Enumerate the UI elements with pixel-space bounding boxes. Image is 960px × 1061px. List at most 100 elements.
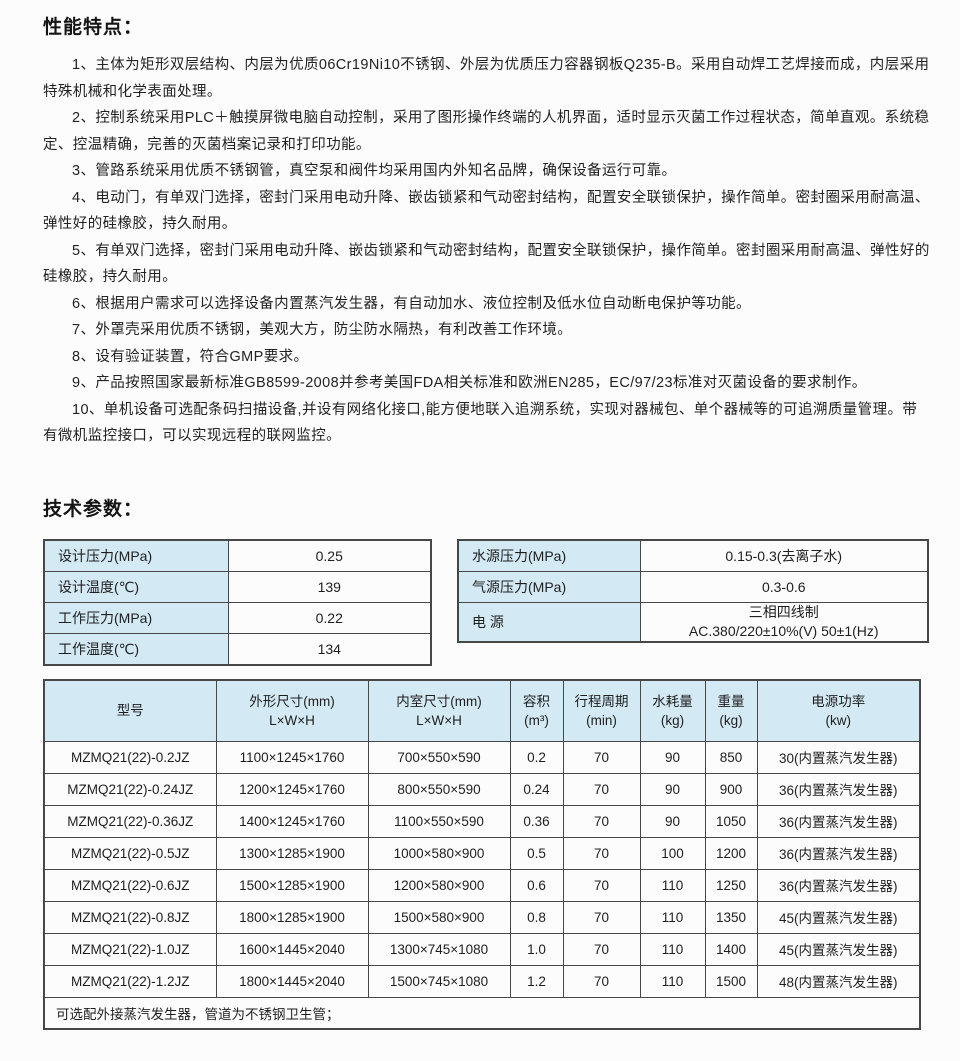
- spec-row-working-pressure: 工作压力(MPa) 0.22: [43, 601, 432, 634]
- model-cell: 1300×745×1080: [367, 932, 511, 966]
- model-row: MZMQ21(22)-0.36JZ 1400×1245×1760 1100×550×…: [43, 804, 921, 838]
- model-cell: 70: [562, 772, 641, 806]
- col-header-power: 电源功率 (kw): [756, 679, 921, 742]
- col-header-cycle-time: 行程周期 (min): [562, 679, 641, 742]
- spec-label: 水源压力(MPa): [457, 539, 641, 572]
- model-row: MZMQ21(22)-0.6JZ 1500×1285×1900 1200×580×9…: [43, 868, 921, 902]
- model-cell: 1400: [704, 932, 758, 966]
- col-header-weight: 重量 (kg): [704, 679, 758, 742]
- model-row: MZMQ21(22)-0.8JZ 1800×1285×1900 1500×580×9…: [43, 900, 921, 934]
- model-cell: 700×550×590: [367, 740, 511, 774]
- model-cell: 900: [704, 772, 758, 806]
- model-cell: 1250: [704, 868, 758, 902]
- section-title-specs: 技术参数：: [43, 498, 144, 520]
- model-cell: 110: [639, 932, 706, 966]
- model-cell: 1000×580×900: [367, 836, 511, 870]
- spec-value: 0.3-0.6: [639, 570, 929, 603]
- model-cell: MZMQ21(22)-1.2JZ: [43, 964, 217, 998]
- model-row: MZMQ21(22)-0.2JZ 1100×1245×1760 700×550×59…: [43, 740, 921, 774]
- models-table-header: 型号 外形尺寸(mm) L×W×H 内室尺寸(mm) L×W×H 容积 (m³)…: [43, 679, 921, 742]
- spec-row-air-pressure: 气源压力(MPa) 0.3-0.6: [457, 570, 929, 603]
- model-cell: MZMQ21(22)-0.8JZ: [43, 900, 217, 934]
- model-cell: 800×550×590: [367, 772, 511, 806]
- model-cell: 70: [562, 836, 641, 870]
- model-cell: MZMQ21(22)-0.5JZ: [43, 836, 217, 870]
- model-cell: 1200: [704, 836, 758, 870]
- col-header-water-usage: 水耗量 (kg): [639, 679, 706, 742]
- model-cell: 0.5: [509, 836, 564, 870]
- feature-item-2: 2、控制系统采用PLC＋触摸屏微电脑自动控制，采用了图形操作终端的人机界面，适时…: [43, 110, 930, 153]
- feature-item-3: 3、管路系统采用优质不锈钢管，真空泵和阀件均采用国内外知名品牌，确保设备运行可靠…: [72, 163, 677, 179]
- spec-value: 139: [227, 570, 432, 603]
- models-table: 型号 外形尺寸(mm) L×W×H 内室尺寸(mm) L×W×H 容积 (m³)…: [43, 678, 921, 1030]
- spec-table-right: 水源压力(MPa) 0.15-0.3(去离子水) 气源压力(MPa) 0.3-0…: [457, 538, 929, 643]
- section-title-features: 性能特点：: [43, 17, 144, 38]
- model-cell: 36(内置蒸汽发生器): [756, 772, 921, 806]
- models-table-footer: 可选配外接蒸汽发生器，管道为不锈钢卫生管；: [43, 996, 921, 1029]
- model-cell: 1800×1285×1900: [215, 900, 369, 934]
- spec-row-power-supply: 电 源 三相四线制 AC.380/220±10%(V) 50±1(Hz): [457, 601, 929, 642]
- model-row: MZMQ21(22)-0.5JZ 1300×1285×1900 1000×580×9…: [43, 836, 921, 870]
- model-cell: 70: [562, 964, 641, 998]
- model-cell: 1600×1445×2040: [215, 932, 369, 966]
- model-cell: 48(内置蒸汽发生器): [756, 964, 921, 998]
- model-cell: MZMQ21(22)-0.36JZ: [43, 804, 217, 838]
- model-cell: MZMQ21(22)-1.0JZ: [43, 932, 217, 966]
- models-table-body: MZMQ21(22)-0.2JZ 1100×1245×1760 700×550×59…: [43, 740, 921, 998]
- spec-value: 三相四线制 AC.380/220±10%(V) 50±1(Hz): [639, 601, 929, 642]
- model-row: MZMQ21(22)-0.24JZ 1200×1245×1760 800×550×5…: [43, 772, 921, 806]
- spec-value: 0.25: [227, 539, 432, 572]
- feature-item-1: 1、主体为矩形双层结构、内层为优质06Cr19Ni10不锈钢、外层为优质压力容器…: [43, 57, 930, 100]
- spec-tables: 设计压力(MPa) 0.25 设计温度(℃) 139 工作压力(MPa) 0.2…: [43, 538, 930, 666]
- model-cell: 110: [639, 900, 706, 934]
- feature-item-4: 4、电动门，有单双门选择，密封门采用电动升降、嵌齿锁紧和气动密封结构，配置安全联…: [43, 189, 930, 233]
- col-header-outer-size: 外形尺寸(mm) L×W×H: [215, 679, 369, 742]
- model-cell: 90: [639, 804, 706, 838]
- model-cell: 1500: [704, 964, 758, 998]
- model-cell: 1800×1445×2040: [215, 964, 369, 998]
- model-cell: 36(内置蒸汽发生器): [756, 804, 921, 838]
- spec-row-design-temp: 设计温度(℃) 139: [43, 570, 432, 603]
- model-cell: 1300×1285×1900: [215, 836, 369, 870]
- model-cell: 45(内置蒸汽发生器): [756, 900, 921, 934]
- model-cell: 36(内置蒸汽发生器): [756, 868, 921, 902]
- features-list: 1、主体为矩形双层结构、内层为优质06Cr19Ni10不锈钢、外层为优质压力容器…: [43, 52, 930, 450]
- spec-label: 气源压力(MPa): [457, 570, 641, 603]
- model-cell: 70: [562, 740, 641, 774]
- feature-item-6: 6、根据用户需求可以选择设备内置蒸汽发生器，有自动加水、液位控制及低水位自动断电…: [72, 295, 751, 312]
- col-header-chamber-size: 内室尺寸(mm) L×W×H: [367, 679, 511, 742]
- spec-label: 工作压力(MPa): [43, 601, 229, 634]
- model-cell: 36(内置蒸汽发生器): [756, 836, 921, 870]
- model-cell: 1050: [704, 804, 758, 838]
- spec-value: 0.22: [227, 601, 432, 634]
- feature-item-10: 10、单机设备可选配条码扫描设备,并设有网络化接口,能方便地联入追溯系统，实现对…: [43, 401, 918, 445]
- col-header-volume: 容积 (m³): [509, 679, 564, 742]
- spec-row-design-pressure: 设计压力(MPa) 0.25: [43, 539, 432, 572]
- footer-note: 可选配外接蒸汽发生器，管道为不锈钢卫生管；: [43, 996, 921, 1029]
- model-cell: 1500×580×900: [367, 900, 511, 934]
- model-cell: 110: [639, 964, 706, 998]
- model-cell: MZMQ21(22)-0.24JZ: [43, 772, 217, 806]
- spec-row-working-temp: 工作温度(℃) 134: [43, 632, 432, 665]
- model-cell: 110: [639, 868, 706, 902]
- model-cell: 0.36: [509, 804, 564, 838]
- model-cell: 1400×1245×1760: [215, 804, 369, 838]
- model-cell: 1.2: [509, 964, 564, 998]
- spec-label: 设计压力(MPa): [43, 539, 229, 572]
- model-cell: MZMQ21(22)-0.2JZ: [43, 740, 217, 774]
- feature-item-8: 8、设有验证装置，符合GMP要求。: [72, 348, 309, 365]
- model-cell: 0.6: [509, 868, 564, 902]
- model-cell: 850: [704, 740, 758, 774]
- spec-label: 电 源: [457, 601, 641, 642]
- feature-item-9: 9、产品按照国家最新标准GB8599-2008并参考美国FDA相关标准和欧洲EN…: [72, 375, 867, 391]
- spec-value: 134: [227, 632, 432, 665]
- model-cell: 0.2: [509, 740, 564, 774]
- model-cell: 70: [562, 932, 641, 966]
- model-cell: 90: [639, 740, 706, 774]
- model-cell: 45(内置蒸汽发生器): [756, 932, 921, 966]
- spec-value: 0.15-0.3(去离子水): [639, 539, 929, 572]
- feature-item-5: 5、有单双门选择，密封门采用电动升降、嵌齿锁紧和气动密封结构，配置安全联锁保护，…: [43, 242, 930, 286]
- spec-label: 设计温度(℃): [43, 570, 229, 603]
- model-cell: 0.8: [509, 900, 564, 934]
- spec-label: 工作温度(℃): [43, 632, 229, 665]
